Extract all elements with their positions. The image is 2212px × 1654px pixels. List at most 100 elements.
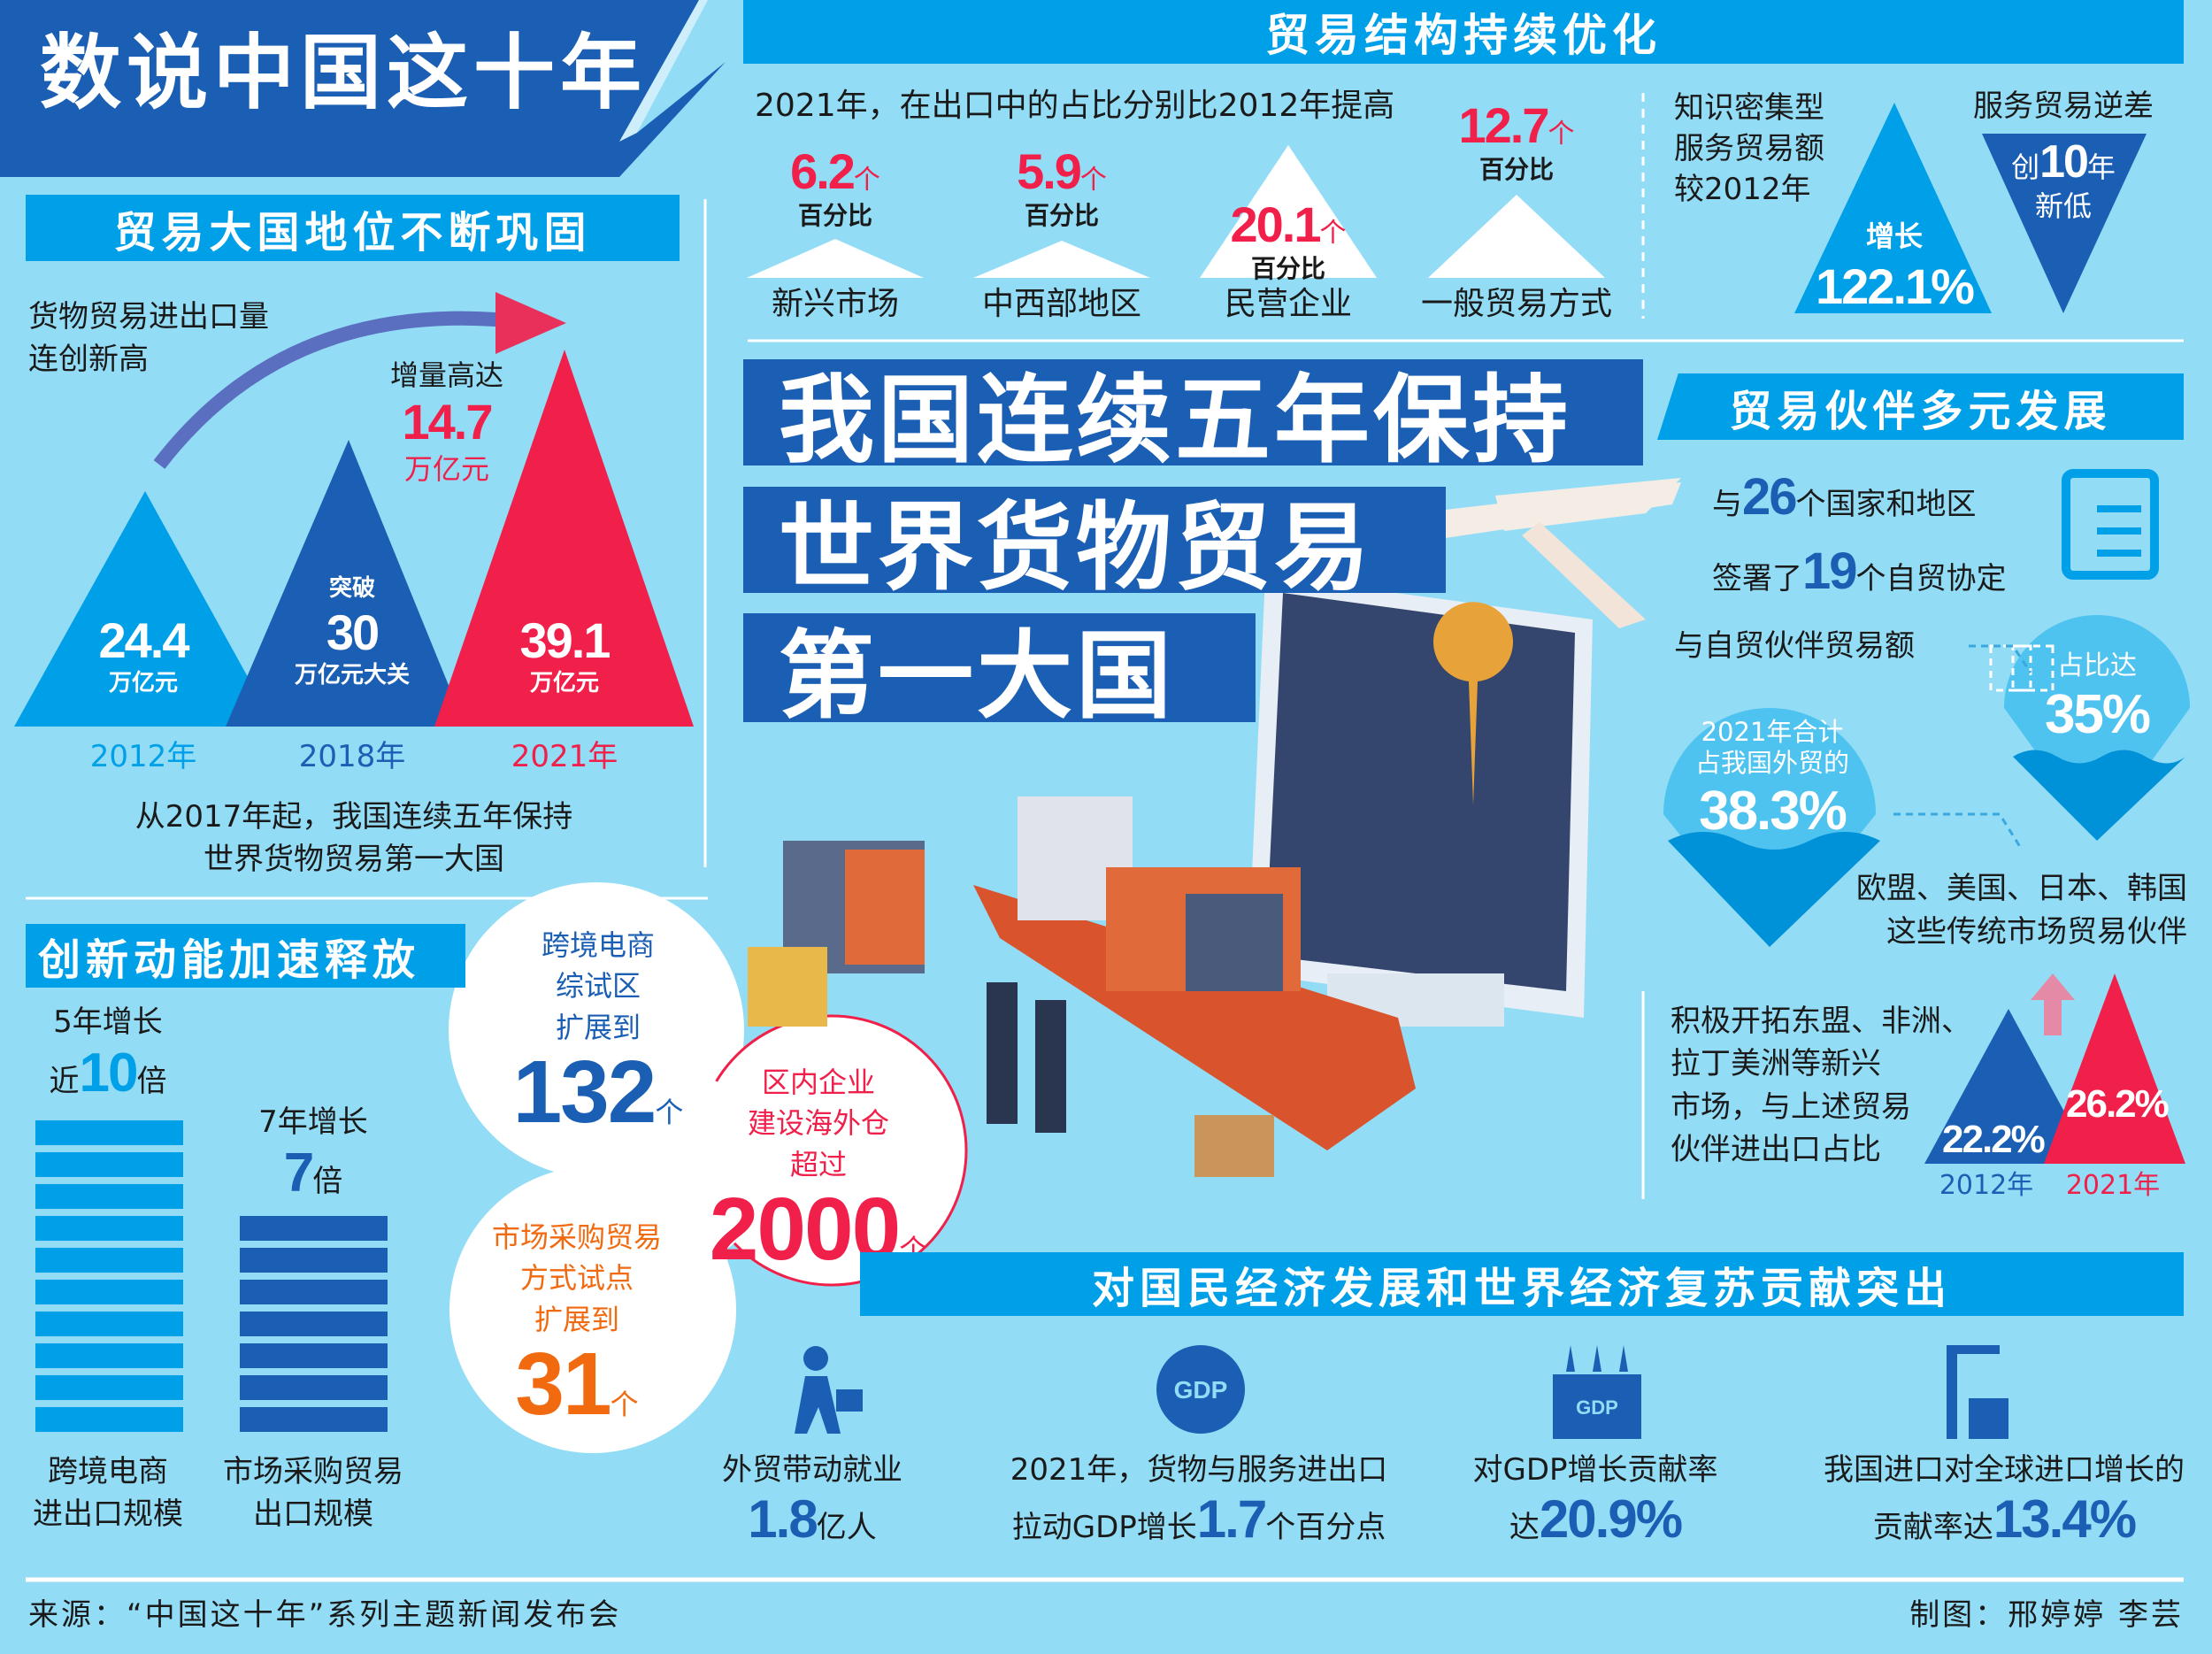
cargo-ship-icon xyxy=(973,885,1416,1150)
ecommerce-bar-segment xyxy=(35,1120,183,1145)
ecommerce-bar-segment xyxy=(35,1375,183,1400)
ecommerce-bar-segment xyxy=(35,1184,183,1209)
title-banner xyxy=(0,0,726,177)
bar-value-2018: 突破 30 万亿元大关 xyxy=(294,575,411,689)
contribution-item: 我国进口对全球进口增长的 贡献率达13.4% xyxy=(1824,1452,2185,1549)
contribution-item: 对GDP增长贡献率 达20.9% xyxy=(1472,1452,1718,1549)
ecommerce-bar-segment xyxy=(35,1216,183,1241)
market-label: 市场采购贸易 出口规模 xyxy=(223,1454,403,1532)
structure-item: 5.9个 百分比 xyxy=(1017,143,1107,231)
cloud-overseas-warehouses: 区内企业 建设海外仓 超过 2000个 xyxy=(709,1065,928,1280)
headline-line-2: 世界货物贸易 xyxy=(743,487,1446,604)
triangle-2012 xyxy=(14,491,275,727)
triangle-general xyxy=(1428,195,1605,278)
growth-arrow xyxy=(153,311,533,469)
airplane-icon xyxy=(1416,482,1681,540)
cloud-bubble xyxy=(575,1071,770,1266)
connector xyxy=(1893,812,2024,850)
deficit-text: 创10年 新低 xyxy=(2011,136,2116,224)
bar-value-2012: 24.4 万亿元 xyxy=(98,612,190,697)
market-bar-segment xyxy=(240,1312,388,1336)
bar-stacks xyxy=(35,1120,388,1432)
section-heading-partners: 贸易伙伴多元发展 xyxy=(1657,373,2184,440)
triangle-2018 xyxy=(226,440,465,727)
svg-text:GDP: GDP xyxy=(1576,1396,1618,1419)
year-label: 2012年 xyxy=(89,739,197,774)
share-2012-value: 22.2% xyxy=(1942,1118,2046,1161)
ecommerce-bar-segment xyxy=(35,1407,183,1432)
connector xyxy=(1969,644,2032,673)
status-intro: 货物贸易进出口量 连创新高 xyxy=(28,299,269,377)
knowledge-label: 增长 xyxy=(1865,219,1924,253)
worker-icon xyxy=(987,982,1018,1124)
triangle-knowledge xyxy=(1794,103,1992,313)
box-icon xyxy=(1194,1115,1274,1177)
up-arrow-icon xyxy=(2031,973,2075,1035)
forklift-icon xyxy=(748,947,827,1027)
market-growth: 7年增长 7倍 xyxy=(258,1104,368,1204)
market-bar-segment xyxy=(240,1407,388,1432)
share-2021-value: 26.2% xyxy=(2066,1082,2170,1126)
triangle-2021 xyxy=(434,350,694,727)
drop-38 xyxy=(1663,708,1876,947)
credit-note: 制图：邢婷婷 李芸 xyxy=(1909,1597,2184,1633)
year-label: 2018年 xyxy=(298,739,406,774)
deficit-title: 服务贸易逆差 xyxy=(1973,88,2154,124)
structure-label: 民营企业 xyxy=(1224,286,1353,322)
structure-label: 一般贸易方式 xyxy=(1420,286,1613,322)
bar-value-2021: 39.1 万亿元 xyxy=(519,612,611,697)
traditional-partners: 欧盟、美国、日本、韩国 这些传统市场贸易伙伴 xyxy=(1856,871,2187,950)
emerging-markets-text: 积极开拓东盟、非洲、 拉丁美洲等新兴 市场，与上述贸易 伙伴进出口占比 xyxy=(1671,1004,1971,1167)
ecommerce-bar-segment xyxy=(35,1280,183,1304)
year-label: 2021年 xyxy=(511,739,618,774)
port-crane-icon xyxy=(1947,1345,1957,1439)
worker-icon xyxy=(1035,1000,1066,1133)
market-bar-segment xyxy=(240,1216,388,1241)
market-bar-segment xyxy=(240,1375,388,1400)
gdp-globe-icon xyxy=(1156,1345,1245,1434)
section-heading-innovation: 创新动能加速释放 xyxy=(26,924,465,988)
ecommerce-growth: 5年增长 近10倍 xyxy=(49,1004,167,1104)
worker-briefcase-icon xyxy=(803,1346,828,1371)
knowledge-value: 122.1% xyxy=(1816,258,1975,314)
structure-label: 新兴市场 xyxy=(771,286,900,322)
contribution-item: 外贸带动就业 1.8亿人 xyxy=(722,1452,902,1549)
cloud-market-procurement: 市场采购贸易 方式试点 扩展到 31个 xyxy=(491,1220,663,1435)
page-title: 数说中国这十年 xyxy=(40,26,648,120)
fta-text: 与26个国家和地区 签署了19个自贸协定 xyxy=(1712,468,2007,601)
structure-label: 中西部地区 xyxy=(981,286,1142,322)
structure-subtitle: 2021年，在出口中的占比分别比2012年提高 xyxy=(755,88,1395,124)
section-heading-structure: 贸易结构持续优化 xyxy=(743,0,2184,64)
drop-35 xyxy=(2004,615,2190,836)
year-label: 2012年 xyxy=(1939,1170,2034,1201)
year-label: 2021年 xyxy=(2065,1170,2161,1201)
title-accent xyxy=(619,0,708,142)
structure-item: 20.1个 百分比 xyxy=(1230,196,1347,284)
section-heading-contribution: 对国民经济发展和世界经济复苏贡献突出 xyxy=(860,1252,2184,1316)
triangle-2012-share xyxy=(1924,1009,2093,1164)
ecommerce-bar-segment xyxy=(35,1312,183,1336)
headline-line-3: 第一大国 xyxy=(743,613,1256,732)
triangle-deficit xyxy=(1982,134,2147,313)
structure-item: 6.2个 百分比 xyxy=(790,143,880,231)
location-pin-icon xyxy=(1432,602,1513,805)
triangle-emerging xyxy=(747,239,924,278)
svg-text:GDP: GDP xyxy=(1174,1376,1228,1404)
market-bar-segment xyxy=(240,1343,388,1368)
ecommerce-bar-segment xyxy=(35,1343,183,1368)
knowledge-text: 知识密集型 服务贸易额 较2012年 xyxy=(1674,90,1824,207)
headline-line-1: 我国连续五年保持 xyxy=(743,359,1643,476)
cloud-ecommerce-zones: 跨境电商 综试区 扩展到 132个 xyxy=(512,928,684,1142)
triangle-2021-share xyxy=(2044,973,2185,1164)
section-heading-status: 贸易大国地位不断巩固 xyxy=(26,195,680,261)
triangle-midwest xyxy=(973,241,1150,278)
increase-callout: 增量高达 14.7 万亿元 xyxy=(389,358,504,486)
market-bar-segment xyxy=(240,1248,388,1273)
ecommerce-bar-segment xyxy=(35,1248,183,1273)
fta-trade-label: 与自贸伙伴贸易额 xyxy=(1674,628,1915,664)
gdp-growth-icon xyxy=(1553,1374,1641,1439)
document-checklist-icon xyxy=(2062,469,2159,580)
drop-35-text: 占比达 35% xyxy=(2044,650,2151,745)
arrow-head xyxy=(495,292,566,354)
